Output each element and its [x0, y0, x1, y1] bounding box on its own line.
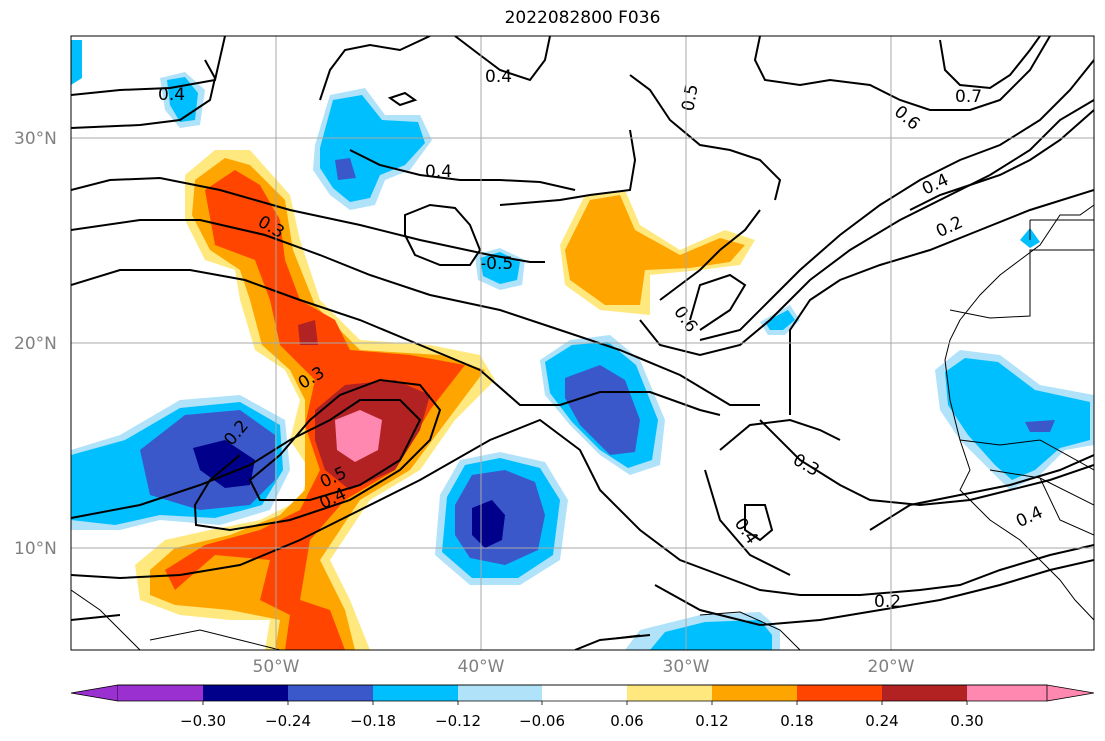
- colorbar-tick-label: 0.18: [780, 712, 813, 730]
- cold-anomaly-region: [565, 365, 640, 455]
- lat-label: 30°N: [14, 129, 57, 149]
- cold-anomaly-region: [650, 620, 772, 650]
- contour-label: 0.5: [678, 83, 702, 113]
- warm-anomaly-region: [565, 195, 745, 305]
- cold-anomaly-region: [193, 440, 255, 488]
- colorbar-tick-label: −0.30: [180, 712, 226, 730]
- colorbar-tick-label: 0.30: [950, 712, 983, 730]
- gridlines: [71, 36, 1094, 650]
- contour-lines: [71, 36, 1094, 650]
- contour-label: 0.2: [874, 592, 901, 612]
- colorbar: −0.30 −0.24 −0.18 −0.12 −0.06 0.06 0.12 …: [70, 684, 1095, 730]
- lon-label: 40°W: [458, 657, 505, 677]
- cold-anomaly-region: [71, 40, 82, 85]
- colorbar-extend-low: [70, 684, 119, 702]
- cold-anomaly-region: [1025, 420, 1055, 432]
- cold-anomaly-region: [765, 310, 795, 330]
- map-frame: [70, 35, 1095, 651]
- cold-anomaly-region: [167, 77, 198, 122]
- lon-label: 30°W: [663, 657, 710, 677]
- lon-label: 50°W: [253, 657, 300, 677]
- colorbar-tick-label: 0.24: [865, 712, 898, 730]
- cold-anomaly-region: [480, 252, 520, 284]
- colorbar-tick-label: 0.12: [695, 712, 728, 730]
- contour-label: 0.7: [955, 87, 982, 107]
- colorbar-tick-label: −0.18: [350, 712, 396, 730]
- cold-anomaly-region: [472, 500, 505, 548]
- map-title: 2022082800 F036: [504, 8, 661, 28]
- contour-label: 0.4: [425, 162, 452, 182]
- lat-label: 10°N: [14, 539, 57, 559]
- contour-label: -0.5: [480, 254, 513, 274]
- colorbar-tick-label: −0.12: [435, 712, 481, 730]
- colorbar-tick-label: −0.06: [519, 712, 565, 730]
- filled-anomaly-field: 0.4 0.4 0.4 0.5 0.6 0.7 0.4 0.2 0.3 -0.5…: [71, 36, 1094, 650]
- coastline: [71, 204, 1094, 650]
- colorbar-extend-high: [1046, 684, 1095, 702]
- contour-label: 0.4: [485, 67, 512, 87]
- warm-anomaly-region: [335, 410, 382, 462]
- warm-anomaly-region: [298, 320, 318, 345]
- lon-label: 20°W: [868, 657, 915, 677]
- cold-anomaly-region: [945, 358, 1090, 480]
- lat-label: 20°N: [14, 334, 57, 354]
- contour-label: 0.4: [158, 85, 185, 105]
- colorbar-tick-label: 0.06: [610, 712, 643, 730]
- colorbar-tick-label: −0.24: [265, 712, 311, 730]
- cold-anomaly-region: [335, 158, 356, 180]
